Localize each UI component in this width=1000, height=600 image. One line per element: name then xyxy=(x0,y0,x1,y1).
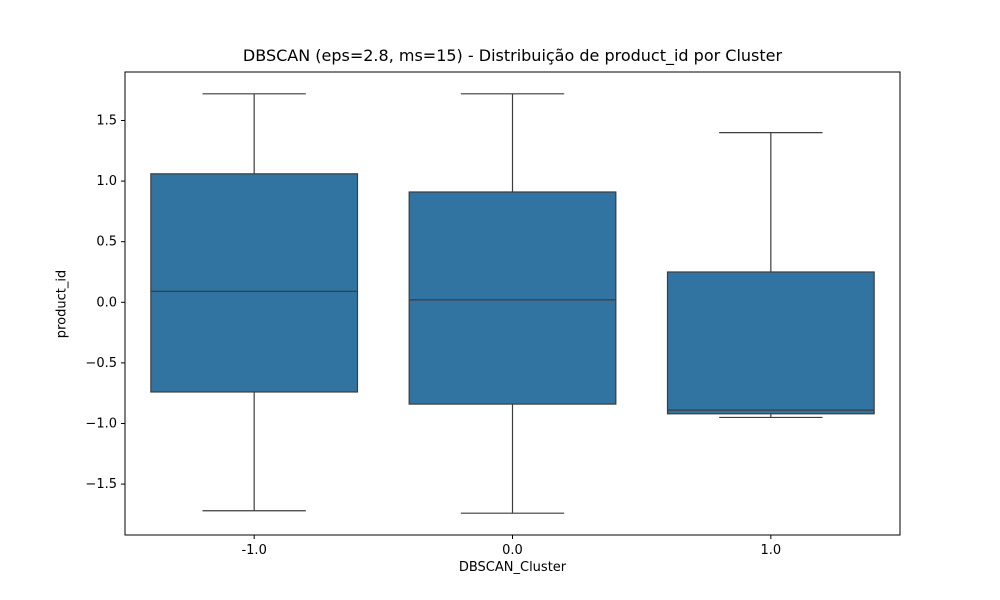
y-tick-label: −0.5 xyxy=(85,356,117,371)
box xyxy=(150,173,359,393)
chart-title: DBSCAN (eps=2.8, ms=15) - Distribuição d… xyxy=(242,46,783,65)
box xyxy=(408,191,617,405)
x-axis-label: DBSCAN_Cluster xyxy=(458,560,567,575)
plot-frame xyxy=(124,71,901,536)
boxes-layer xyxy=(150,93,875,514)
x-tick-label: 1.0 xyxy=(760,543,781,558)
x-tick-label: -1.0 xyxy=(241,543,266,558)
box-group xyxy=(408,93,617,514)
y-tick-label: −1.5 xyxy=(85,477,117,492)
y-tick-label: 0.0 xyxy=(96,295,117,310)
y-tick-label: 1.0 xyxy=(96,174,117,189)
x-tick-label: 0.0 xyxy=(502,543,523,558)
y-tick-label: 0.5 xyxy=(96,235,117,250)
box xyxy=(666,271,875,415)
x-axis: -1.0 0.0 1.0 xyxy=(241,535,781,558)
y-tick-label: 1.5 xyxy=(96,113,117,128)
box-group xyxy=(666,132,875,419)
box-group xyxy=(150,93,359,512)
y-tick-label: −1.0 xyxy=(85,416,117,431)
y-axis: 1.5 1.0 0.5 0.0 −0.5 −1.0 −1.5 xyxy=(85,113,125,492)
